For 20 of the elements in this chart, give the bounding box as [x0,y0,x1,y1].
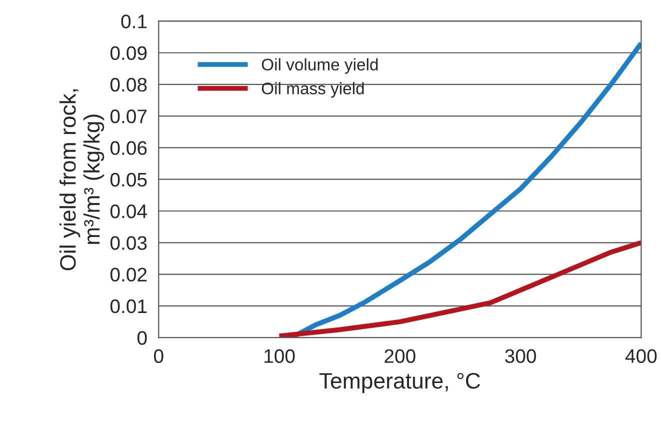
y-tick-label: 0.06 [110,141,147,155]
y-tick-label: 0 [137,331,147,345]
x-tick-label: 100 [264,349,295,363]
y-tick-label: 0.02 [110,268,147,282]
legend-label: Oil volume yield [262,58,378,74]
y-tick-label: 0.07 [110,110,147,124]
y-tick-label: 0.03 [110,236,147,250]
y-tick-label: 0.1 [121,14,147,28]
x-tick-label: 300 [505,349,536,363]
x-tick-label: 0 [154,349,164,363]
x-axis-title: Temperature, °C [319,372,480,394]
y-tick-label: 0.08 [110,78,147,92]
x-tick-label: 400 [625,349,657,363]
y-tick-label: 0.01 [110,299,147,314]
y-tick-label: 0.05 [110,172,147,187]
legend-label: Oil mass yield [262,82,364,98]
y-tick-label: 0.09 [110,46,147,60]
x-tick-label: 200 [384,349,416,363]
y-axis-title: Oil yield from rock, m³/m³ (kg/kg) [59,89,104,270]
y-tick-label: 0.04 [110,204,147,218]
